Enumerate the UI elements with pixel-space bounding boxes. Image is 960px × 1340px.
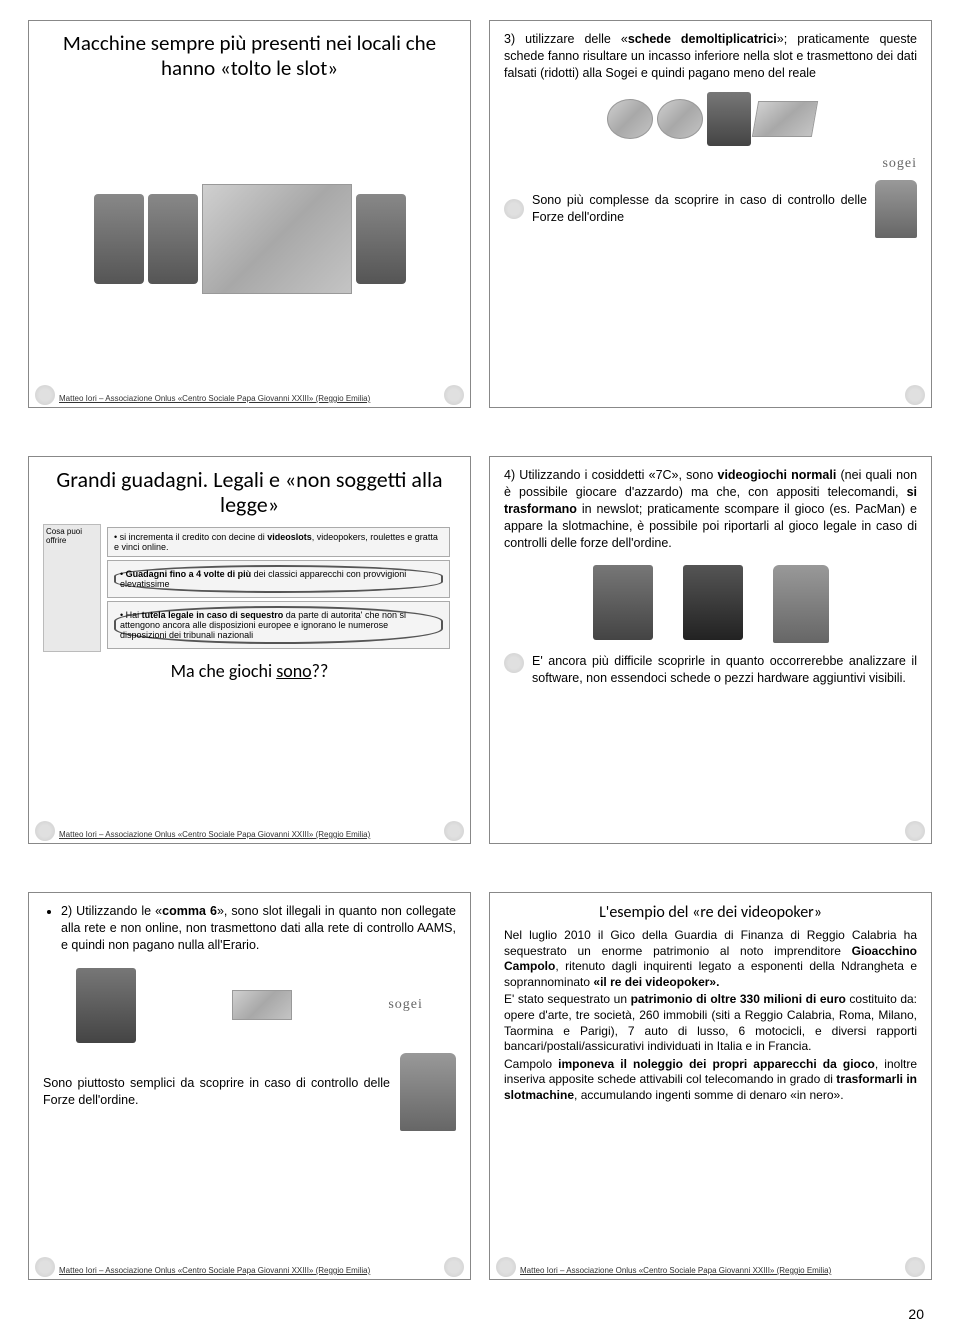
decor-icon: [496, 1257, 516, 1277]
slide6-para3: Campolo imponeva il noleggio dei propri …: [504, 1057, 917, 1104]
slide3-question: Ma che giochi sono??: [43, 660, 456, 682]
slot-machine-image: [94, 194, 144, 284]
slide6-heading: L'esempio del «re dei videopoker»: [504, 903, 917, 922]
ad-bullet: • Guadagni fino a 4 volte di più dei cla…: [107, 560, 450, 598]
slide5-image-row: sogei: [43, 968, 456, 1043]
decor-icon: [905, 1257, 925, 1277]
decor-icon: [444, 385, 464, 405]
slide-1: Macchine sempre più presenti nei locali …: [28, 20, 471, 408]
slide6-para1: Nel luglio 2010 il Gico della Guardia di…: [504, 928, 917, 990]
slide5-bullet: 2) Utilizzando le «comma 6», sono slot i…: [61, 903, 456, 954]
decor-icon: [504, 199, 524, 219]
venue-photo: [202, 184, 352, 294]
slide-4: 4) Utilizzando i cosiddetti «7C», sono v…: [489, 456, 932, 844]
slot-image: [707, 92, 751, 146]
slide4-para2: E' ancora più difficile scoprirle in qua…: [532, 653, 917, 687]
slide6-para2: E' stato sequestrato un patrimonio di ol…: [504, 992, 917, 1054]
chip-image: [607, 99, 653, 139]
coin-image: [657, 99, 703, 139]
slide-6: L'esempio del «re dei videopoker» Nel lu…: [489, 892, 932, 1280]
officer-image: [400, 1053, 456, 1131]
decor-icon: [504, 653, 524, 673]
attribution: Matteo Iori – Associazione Onlus «Centro…: [59, 1266, 370, 1275]
slide2-image-row: [504, 92, 917, 146]
sogei-logo: sogei: [388, 997, 423, 1013]
ad-bullet: • Hai tutela legale in caso di sequestro…: [107, 601, 450, 649]
attribution: Matteo Iori – Associazione Onlus «Centro…: [59, 830, 370, 839]
decor-icon: [905, 821, 925, 841]
card-image: [751, 101, 817, 137]
attribution: Matteo Iori – Associazione Onlus «Centro…: [59, 394, 370, 403]
pacman-image: [683, 565, 743, 640]
slide4-image-row: [504, 565, 917, 643]
slide2-para1: 3) utilizzare delle «schede demoltiplica…: [504, 31, 917, 82]
ad-bullet: • si incrementa il credito con decine di…: [107, 527, 450, 557]
slide1-image-row: [43, 93, 456, 385]
slide-3: Grandi guadagni. Legali e «non soggetti …: [28, 456, 471, 844]
cable-image: [232, 990, 292, 1020]
slide1-title: Macchine sempre più presenti nei locali …: [43, 31, 456, 81]
slot-image: [76, 968, 136, 1043]
slide-5: 2) Utilizzando le «comma 6», sono slot i…: [28, 892, 471, 1280]
decor-icon: [444, 821, 464, 841]
slot-image: [593, 565, 653, 640]
slide4-para1: 4) Utilizzando i cosiddetti «7C», sono v…: [504, 467, 917, 551]
officer-image: [875, 180, 917, 238]
attribution: Matteo Iori – Associazione Onlus «Centro…: [520, 1266, 831, 1275]
decor-icon: [35, 385, 55, 405]
decor-icon: [444, 1257, 464, 1277]
decor-icon: [35, 1257, 55, 1277]
decor-icon: [35, 821, 55, 841]
slide5-list: 2) Utilizzando le «comma 6», sono slot i…: [43, 903, 456, 954]
officer-image: [773, 565, 829, 643]
slide5-para2: Sono piuttosto semplici da scoprire in c…: [43, 1075, 390, 1109]
slide2-para2: Sono più complesse da scoprire in caso d…: [532, 192, 867, 226]
decor-icon: [905, 385, 925, 405]
sogei-logo: sogei: [504, 156, 917, 172]
slot-machine-image: [148, 194, 198, 284]
slide3-title: Grandi guadagni. Legali e «non soggetti …: [43, 467, 456, 518]
slot-machine-image: [356, 194, 406, 284]
page-number: 20: [908, 1306, 924, 1322]
slide-2: 3) utilizzare delle «schede demoltiplica…: [489, 20, 932, 408]
ad-sidebar-label: Cosa puoi offrire: [43, 524, 101, 652]
